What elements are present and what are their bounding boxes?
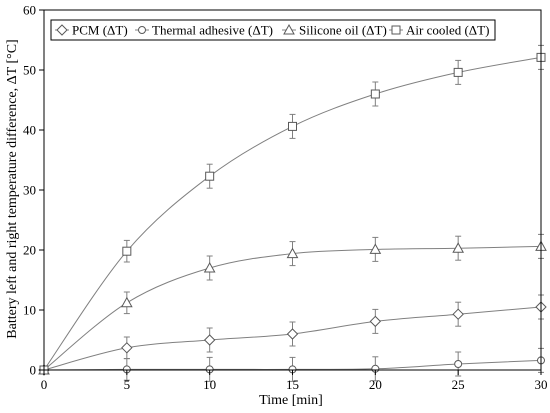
legend-label: Thermal adhesive (ΔT) xyxy=(152,23,273,38)
y-tick-label: 30 xyxy=(23,183,36,198)
series-diamond xyxy=(38,294,547,376)
data-point xyxy=(286,328,299,340)
y-tick-label: 40 xyxy=(23,123,36,138)
data-point xyxy=(120,296,133,308)
data-point xyxy=(369,315,382,328)
x-tick-label: 15 xyxy=(286,377,299,392)
data-point xyxy=(203,261,216,273)
legend-marker xyxy=(391,25,401,35)
y-tick-label: 20 xyxy=(23,243,36,258)
x-tick-label: 5 xyxy=(124,377,131,392)
legend-box xyxy=(50,19,496,41)
x-tick-label: 25 xyxy=(452,377,465,392)
axes: 0 10 20 30 40 50 60 0 5 10 15 20 25 30 xyxy=(23,3,548,393)
legend-label: PCM (ΔT) xyxy=(72,23,128,38)
data-point xyxy=(369,243,382,254)
y-tick-label: 50 xyxy=(23,63,36,78)
legend: PCM (ΔT) Thermal adhesive (ΔT) Silicone oi… xyxy=(50,19,496,41)
y-tick-label: 0 xyxy=(30,363,37,378)
data-point xyxy=(288,121,297,131)
x-tick-label: 0 xyxy=(41,377,48,392)
series-circle xyxy=(40,347,545,382)
legend-marker xyxy=(283,23,295,35)
data-point xyxy=(452,242,465,253)
data-point xyxy=(286,247,299,259)
data-point xyxy=(122,246,132,256)
legend-marker xyxy=(56,24,68,36)
plot-area xyxy=(38,44,547,382)
data-point xyxy=(370,89,380,99)
series-triangle xyxy=(38,233,547,375)
data-point xyxy=(203,334,216,346)
legend-label: Air cooled (ΔT) xyxy=(406,23,489,38)
plot-frame xyxy=(43,9,542,371)
data-point xyxy=(121,342,133,354)
y-tick-label: 10 xyxy=(23,303,36,318)
y-tick-label: 60 xyxy=(23,3,36,18)
data-point xyxy=(452,308,464,320)
x-tick-label: 20 xyxy=(369,377,382,392)
data-point xyxy=(453,67,463,77)
x-tick-label: 10 xyxy=(203,377,216,392)
data-point xyxy=(454,360,463,368)
legend-label: Silicone oil (ΔT) xyxy=(299,23,387,38)
x-tick-label: 30 xyxy=(535,377,548,392)
x-axis-title: Time [min] xyxy=(259,393,323,408)
legend-marker xyxy=(138,26,146,34)
data-point xyxy=(205,171,215,181)
y-axis-title: Battery left and right temperature diffe… xyxy=(5,39,20,338)
